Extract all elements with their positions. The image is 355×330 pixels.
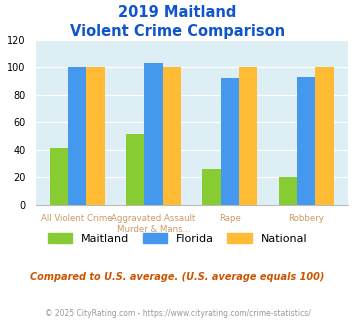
Bar: [126, 135, 144, 205]
Text: Violent Crime Comparison: Violent Crime Comparison: [70, 24, 285, 39]
Bar: [68, 67, 86, 205]
Bar: [315, 67, 334, 205]
Bar: [202, 169, 221, 205]
Bar: [86, 67, 105, 205]
Bar: [144, 63, 163, 205]
Bar: [163, 67, 181, 205]
Text: 2019 Maitland: 2019 Maitland: [118, 5, 237, 20]
Legend: Maitland, Florida, National: Maitland, Florida, National: [43, 228, 312, 248]
Text: Compared to U.S. average. (U.S. average equals 100): Compared to U.S. average. (U.S. average …: [30, 272, 325, 282]
Bar: [221, 78, 239, 205]
Bar: [50, 148, 68, 205]
Text: © 2025 CityRating.com - https://www.cityrating.com/crime-statistics/: © 2025 CityRating.com - https://www.city…: [45, 309, 310, 317]
Bar: [239, 67, 257, 205]
Bar: [279, 177, 297, 205]
Bar: [297, 77, 315, 205]
